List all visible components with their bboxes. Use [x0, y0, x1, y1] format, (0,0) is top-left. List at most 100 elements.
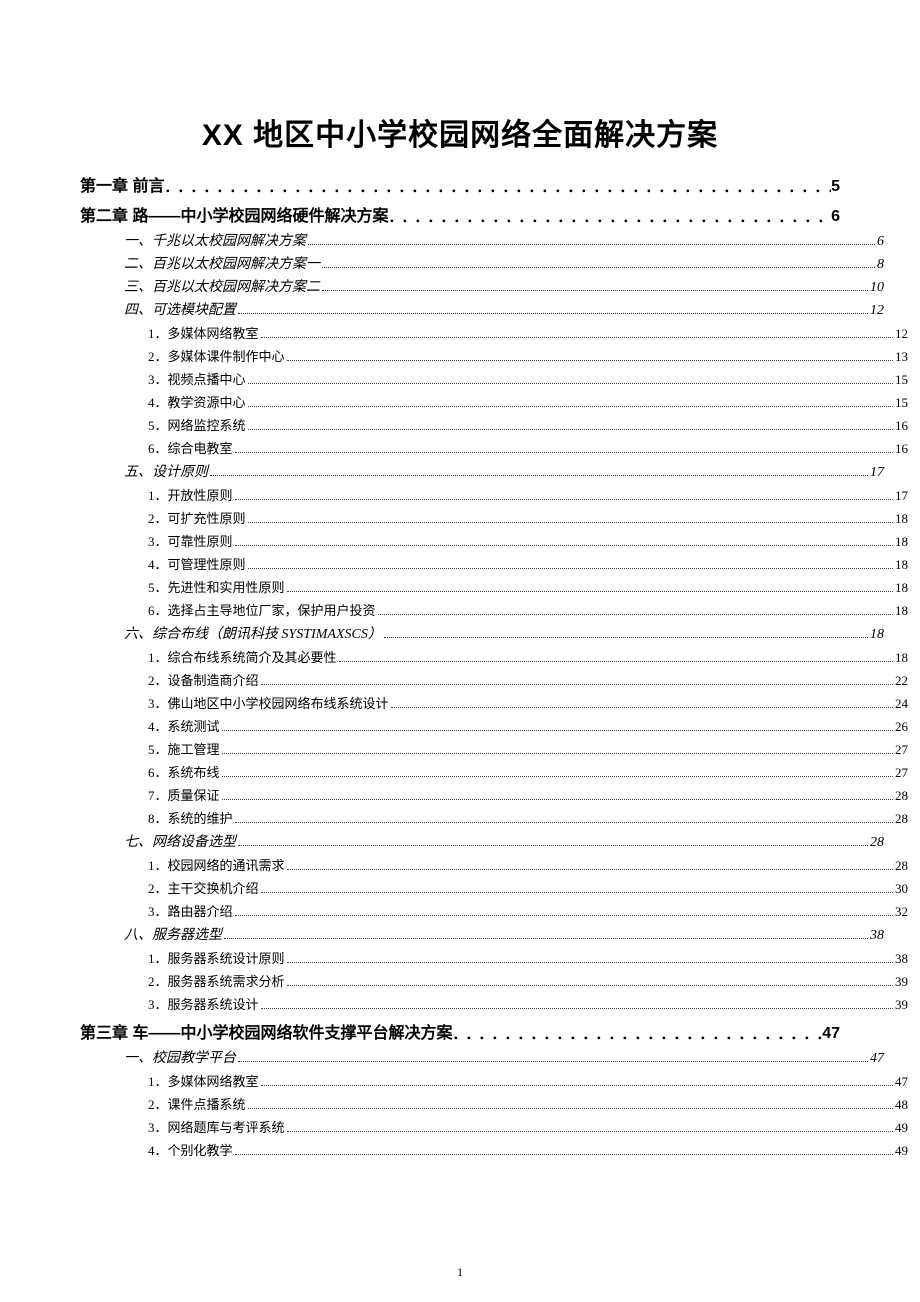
toc-dot-leader [261, 880, 893, 893]
toc-entry: 七、网络设备选型28 [80, 831, 884, 851]
toc-entry-page: 18 [870, 627, 884, 643]
toc-dot-leader [238, 300, 868, 314]
toc-dot-leader [235, 533, 893, 546]
toc-entry-page: 15 [895, 372, 908, 388]
toc-entry: 4．教学资源中心15 [80, 392, 908, 411]
toc-entry-label: 4．个别化教学 [148, 1140, 233, 1159]
toc-entry-label: 2．可扩充性原则 [148, 508, 246, 527]
toc-entry: 6．系统布线27 [80, 762, 908, 781]
toc-entry-label: 五、设计原则 [124, 461, 208, 481]
toc-entry-label: 六、综合布线（朗讯科技 SYSTIMAXSCS） [124, 623, 382, 643]
toc-entry-page: 6 [877, 234, 884, 250]
toc-dot-leader [210, 462, 868, 476]
toc-entry: 4．系统测试26 [80, 716, 908, 735]
toc-entry-label: 七、网络设备选型 [124, 831, 236, 851]
toc-entry: 6．综合电教室16 [80, 438, 908, 457]
toc-entry-label: 第一章 前言 [80, 172, 164, 196]
toc-dot-leader [238, 1048, 868, 1062]
toc-dot-leader [287, 857, 893, 870]
toc-entry: 1．多媒体网络教室47 [80, 1071, 908, 1090]
toc-entry-page: 49 [895, 1143, 908, 1159]
toc-entry-page: 48 [895, 1097, 908, 1113]
toc-entry: 3．佛山地区中小学校园网络布线系统设计 24 [80, 693, 908, 712]
toc-dot-leader [378, 602, 893, 615]
toc-entry: 六、综合布线（朗讯科技 SYSTIMAXSCS） 18 [80, 623, 884, 643]
toc-entry-label: 7．质量保证 [148, 785, 220, 804]
toc-entry-page: 24 [895, 696, 908, 712]
toc-entry-label: 三、百兆以太校园网解决方案二 [124, 276, 320, 296]
toc-entry-label: 3．网络题库与考评系统 [148, 1117, 285, 1136]
toc-entry-page: 18 [895, 650, 908, 666]
toc-entry-page: 28 [895, 858, 908, 874]
page-title: XX 地区中小学校园网络全面解决方案 [80, 110, 840, 154]
toc-entry-page: 28 [895, 788, 908, 804]
toc-entry-label: 5．网络监控系统 [148, 415, 246, 434]
toc-entry: 2．多媒体课件制作中心13 [80, 346, 908, 365]
toc-dot-leader [222, 741, 893, 754]
toc-entry: 第一章 前言．．．．．．．．．．．．．．．．．．．．．．．．．．．．．．．．．．… [80, 172, 840, 196]
toc-dot-leader [322, 254, 875, 268]
toc-entry-page: 10 [870, 280, 884, 296]
toc-dot-leader [248, 556, 893, 569]
toc-entry-label: 2．设备制造商介绍 [148, 670, 259, 689]
toc-entry-page: 17 [870, 465, 884, 481]
toc-dot-leader [235, 903, 893, 916]
toc-dot-leader [248, 1096, 893, 1109]
toc-dot-leader [287, 973, 893, 986]
toc-dot-leader [222, 787, 893, 800]
toc-entry-label: 3．佛山地区中小学校园网络布线系统设计 [148, 693, 389, 712]
toc-entry-label: 3．可靠性原则 [148, 531, 233, 550]
toc-entry-page: 13 [895, 349, 908, 365]
toc-entry: 2．服务器系统需求分析39 [80, 971, 908, 990]
toc-entry-page: 18 [895, 557, 908, 573]
toc-entry-label: 6．选择占主导地位厂家，保护用户投资 [148, 600, 376, 619]
toc-entry: 1．校园网络的通讯需求 28 [80, 855, 908, 874]
toc-entry-label: 1．校园网络的通讯需求 [148, 855, 285, 874]
toc-entry-page: 8 [877, 257, 884, 273]
toc-entry-label: 6．综合电教室 [148, 438, 233, 457]
toc-entry-label: 第三章 车——中小学校园网络软件支撑平台解决方案 [80, 1019, 452, 1043]
toc-entry-label: 2．课件点播系统 [148, 1094, 246, 1113]
toc-entry: 一、千兆以太校园网解决方案6 [80, 230, 884, 250]
toc-dot-leader [222, 718, 893, 731]
toc-entry-label: 四、可选模块配置 [124, 299, 236, 319]
toc-entry-page: 18 [895, 580, 908, 596]
toc-dot-leader [261, 1073, 893, 1086]
toc-entry-page: 28 [895, 811, 908, 827]
toc-entry-page: 38 [895, 951, 908, 967]
toc-entry-page: 30 [895, 881, 908, 897]
toc-dot-leader: ．．．．．．．．．．．．．．．．．．．．．．．．．．．．．．．．．．．．．．．．… [452, 1024, 822, 1044]
toc-dot-leader [248, 417, 893, 430]
toc-entry: 5．网络监控系统16 [80, 415, 908, 434]
toc-entry-page: 18 [895, 534, 908, 550]
toc-entry-label: 2．主干交换机介绍 [148, 878, 259, 897]
toc-entry-label: 1．开放性原则 [148, 485, 233, 504]
toc-entry: 4．可管理性原则18 [80, 554, 908, 573]
toc-entry-page: 47 [895, 1074, 908, 1090]
toc-entry-page: 12 [870, 303, 884, 319]
toc-entry-label: 1．多媒体网络教室 [148, 323, 259, 342]
toc-dot-leader: ．．．．．．．．．．．．．．．．．．．．．．．．．．．．．．．．．．．．．．．．… [388, 207, 831, 227]
toc-entry: 6．选择占主导地位厂家，保护用户投资18 [80, 600, 908, 619]
toc-dot-leader [287, 579, 893, 592]
toc-entry: 1．综合布线系统简介及其必要性18 [80, 647, 908, 666]
toc-dot-leader [224, 925, 868, 939]
toc-dot-leader [384, 624, 868, 638]
toc-dot-leader [261, 672, 893, 685]
toc-dot-leader [248, 394, 893, 407]
toc-entry: 5．施工管理27 [80, 739, 908, 758]
toc-entry: 7．质量保证 28 [80, 785, 908, 804]
toc-entry-label: 1．服务器系统设计原则 [148, 948, 285, 967]
toc-entry: 八、服务器选型38 [80, 924, 884, 944]
toc-entry: 1．服务器系统设计原则 38 [80, 948, 908, 967]
toc-entry: 2．主干交换机介绍 30 [80, 878, 908, 897]
toc-dot-leader [287, 348, 893, 361]
toc-entry: 4．个别化教学 49 [80, 1140, 908, 1159]
toc-dot-leader [261, 325, 893, 338]
toc-entry: 第三章 车——中小学校园网络软件支撑平台解决方案．．．．．．．．．．．．．．．．… [80, 1019, 840, 1043]
toc-dot-leader [235, 810, 893, 823]
toc-dot-leader [391, 695, 893, 708]
toc-entry-page: 49 [895, 1120, 908, 1136]
toc-entry-page: 27 [895, 742, 908, 758]
toc-entry-page: 17 [895, 488, 908, 504]
